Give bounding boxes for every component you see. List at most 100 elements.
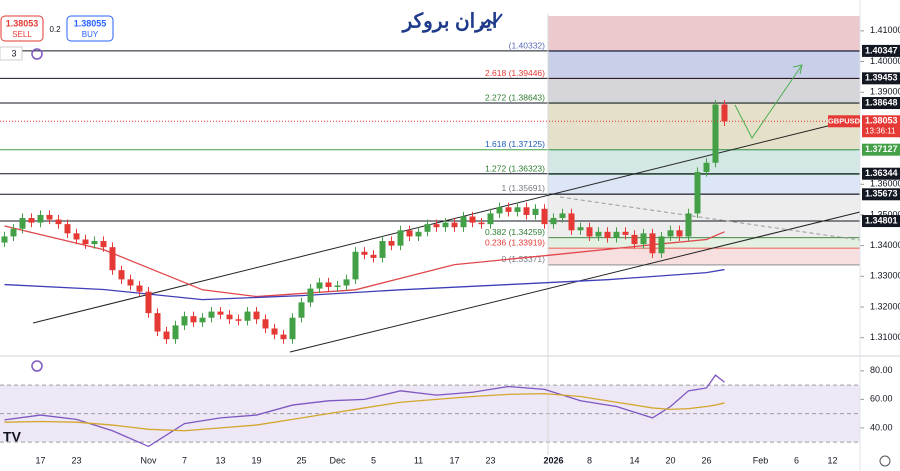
price-tag: 1.37127	[862, 143, 900, 156]
projection-arrow	[734, 64, 803, 139]
fib-band	[548, 237, 860, 249]
candle-body	[28, 218, 35, 223]
candle-body	[523, 207, 530, 215]
symbol-tag: GBPUSD	[828, 116, 861, 125]
candle-body	[703, 162, 710, 172]
x-tick-label: 25	[296, 455, 306, 465]
x-tick-label: 20	[665, 455, 675, 465]
y-tick-label: 1.40000	[870, 56, 900, 66]
candle-body	[307, 288, 314, 303]
candle-body	[91, 241, 98, 245]
candle-body	[514, 207, 521, 212]
channel-lower	[289, 211, 861, 353]
price-tag-bg	[862, 188, 900, 201]
candle-body	[505, 207, 512, 212]
y-tick-label: 60.00	[870, 394, 893, 404]
candle-body	[244, 311, 251, 321]
candle-body	[1, 236, 8, 243]
candle-body	[235, 319, 242, 321]
candle-body	[262, 319, 269, 329]
candle-body	[316, 282, 323, 289]
candle-body	[469, 216, 476, 223]
candle-body	[226, 314, 233, 320]
price-tag: 1.34801	[862, 215, 900, 228]
fib-label: (1.40332)	[509, 41, 546, 51]
y-tick-label: 80.00	[870, 365, 893, 375]
candle-body	[136, 285, 143, 292]
fib-band	[548, 103, 860, 150]
candle-body	[577, 227, 584, 231]
price-tag-label: 1.35673	[865, 189, 898, 199]
candle-body	[118, 270, 125, 280]
candle-body	[460, 216, 467, 228]
candle-body	[667, 230, 674, 237]
countdown: 13:36:11	[865, 126, 896, 135]
candle-body	[424, 224, 431, 232]
logo: ایران بروکر	[401, 10, 498, 33]
fib-band	[548, 193, 860, 238]
moving-average	[4, 225, 725, 298]
fib-band	[548, 248, 860, 265]
rsi-icon[interactable]	[31, 360, 43, 372]
candle-body	[100, 241, 107, 248]
indicator-icon[interactable]	[31, 48, 43, 60]
y-tick-label: 1.34000	[870, 240, 900, 250]
price-tag-bg	[862, 167, 900, 180]
buy-price: 1.38055	[74, 18, 107, 28]
fib-label: 0 (1.33371)	[502, 254, 546, 264]
candle-body	[379, 241, 386, 258]
candle-body	[343, 279, 350, 286]
moving-average	[4, 268, 725, 301]
y-tick-label: 1.35000	[870, 209, 900, 219]
interval-box[interactable]	[0, 46, 23, 61]
x-tick-label: 8	[587, 455, 592, 465]
x-tick-label: 5	[371, 455, 376, 465]
candle-body	[64, 224, 71, 234]
last-price-bg	[862, 115, 900, 138]
settings-icon[interactable]	[879, 455, 891, 467]
candle-body	[325, 282, 332, 288]
x-tick-label: 12	[827, 455, 837, 465]
x-tick-label: 6	[794, 455, 799, 465]
x-tick-label: Nov	[140, 455, 157, 465]
candle-body	[109, 247, 116, 271]
x-tick-label: Feb	[753, 455, 769, 465]
candle-body	[532, 208, 539, 215]
price-tag-bg	[862, 143, 900, 156]
candle-body	[541, 208, 548, 225]
candle-body	[676, 230, 683, 237]
price-tag: 1.35673	[862, 188, 900, 201]
candle-body	[298, 302, 305, 318]
candle-body	[217, 311, 224, 315]
x-tick-label: 11	[414, 455, 423, 465]
x-tick-label: 2026	[543, 455, 563, 465]
price-tag-bg	[862, 72, 900, 85]
fib-band	[548, 51, 860, 79]
candle-body	[712, 104, 719, 163]
candle-body	[55, 219, 62, 225]
x-tick-label: 26	[701, 455, 711, 465]
candle-body	[82, 239, 89, 245]
fib-band	[548, 174, 860, 194]
x-tick-label: 23	[485, 455, 495, 465]
candle-body	[685, 213, 692, 237]
price-tag-bg	[862, 215, 900, 228]
tags-layer: 1.40347 1.39453 1.38648 1.37127 1.36344 1.356…	[828, 44, 900, 228]
rsi-line	[4, 393, 725, 432]
channel-upper	[32, 117, 861, 324]
candle-body	[415, 231, 422, 237]
x-tick-label: 17	[449, 455, 459, 465]
candle-body	[451, 222, 458, 228]
buy-button[interactable]	[66, 15, 114, 42]
price-tag-label: 1.34801	[865, 215, 898, 225]
candle-body	[73, 233, 80, 240]
sell-button[interactable]	[0, 15, 44, 42]
candle-body	[721, 104, 728, 122]
arrow-head	[792, 64, 803, 75]
marks-layer: 17 23 Nov 7 13 19 25 Dec 5 11 17 23 2026 8 14 20 26 Feb 6 1…	[0, 99, 860, 465]
candle-body	[694, 171, 701, 214]
rsi-line	[4, 374, 725, 448]
price-tag: 1.38648	[862, 97, 900, 110]
